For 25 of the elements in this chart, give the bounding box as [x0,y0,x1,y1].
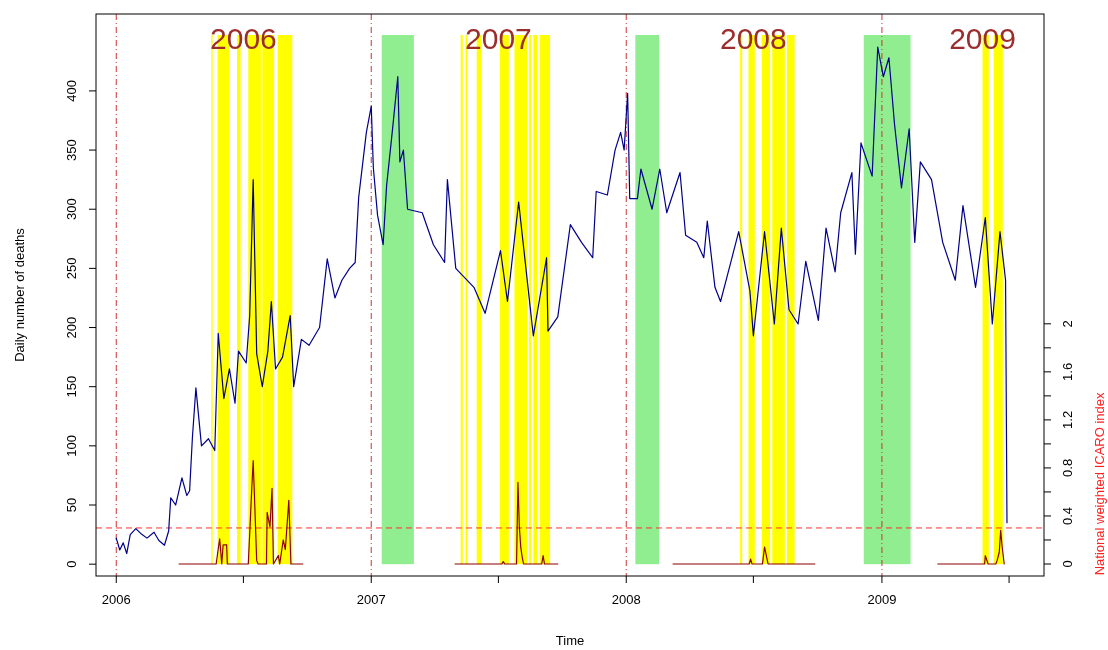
y-tick-label: 100 [64,435,79,457]
y2-tick-label: 2 [1060,320,1075,328]
y2-tick-label: 1.2 [1060,410,1075,429]
y-tick-label: 200 [64,316,79,339]
y-tick-label: 50 [64,497,79,513]
y-tick-label: 350 [64,139,79,161]
y-tick-label: 300 [64,198,79,221]
y-tick-label: 250 [64,257,79,280]
annotation: 2008 [720,22,787,56]
y2-tick-label: 0 [1060,560,1075,568]
y-tick-label: 0 [64,560,79,568]
y2-tick-label: 1.6 [1060,362,1075,381]
x-tick-label: 2007 [356,592,386,607]
y2-axis-title: National weighted ICARO index [1092,392,1107,576]
y2-tick-label: 0.4 [1060,506,1075,525]
annotation: 2009 [949,22,1016,56]
y-tick-label: 400 [64,80,79,102]
y-axis-title: Daily number of deaths [12,227,27,362]
x-axis-title: Time [555,633,585,648]
annotation: 2007 [465,22,532,56]
x-tick-label: 2009 [867,592,897,607]
x-tick-label: 2008 [611,592,641,607]
y2-tick-label: 0.8 [1060,458,1075,477]
y-tick-label: 150 [64,375,79,398]
x-tick-label: 2006 [101,592,131,607]
